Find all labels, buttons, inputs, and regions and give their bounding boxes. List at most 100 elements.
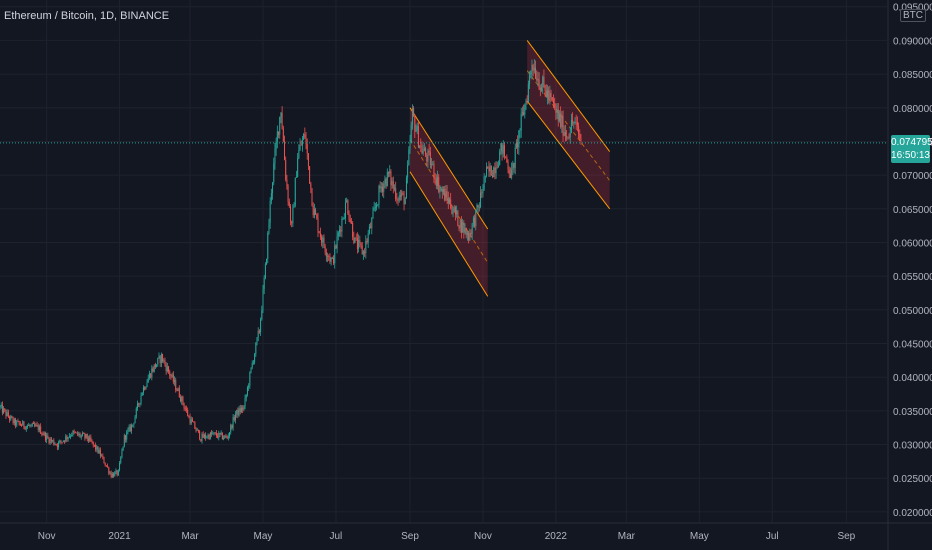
candle-body [321,236,323,243]
candle-body [58,442,60,448]
candle-body [15,419,17,426]
candle-body [213,432,215,434]
x-tick-label: Nov [474,531,492,542]
candle-body [545,90,547,98]
candle-body [168,366,170,372]
candle-body [539,89,541,91]
candle-body [486,167,488,176]
candle-body [203,434,205,438]
candle-body [189,416,191,424]
candle-body [111,473,113,478]
x-tick-label: May [254,531,273,542]
candle-body [104,463,106,466]
candle-body [462,222,464,233]
candle-body [409,141,411,150]
candle-body [421,146,423,154]
candle-body [171,374,173,377]
candle-body [472,217,474,224]
candle-body [221,432,223,440]
currency-tag[interactable]: BTC [900,9,926,22]
candle-body [527,84,529,102]
candle-body [573,121,575,124]
x-tick-label: 2022 [545,531,568,542]
candle-body [121,450,123,458]
y-tick-label: 0.030000 [893,441,932,452]
x-tick-label: Sep [837,531,855,542]
candle-body [561,115,563,128]
candle-body [185,408,187,411]
candle-body [62,440,64,442]
candle-body [434,178,436,179]
candle-body [144,387,146,390]
candle-body [246,387,248,395]
channel-lower-line [409,171,489,297]
candle-body [543,76,545,85]
candle-body [32,423,34,424]
candle-body [272,182,274,194]
candle-body [83,433,85,434]
candle-body [459,219,461,229]
candle-body [226,436,228,439]
candle-body [552,100,554,104]
candle-body [127,429,129,432]
candle-body [184,408,186,410]
candle-body [564,132,566,136]
candle-body [274,149,276,164]
candle-body [133,423,135,425]
symbol-title[interactable]: Ethereum / Bitcoin, 1D, BINANCE [4,10,170,22]
candle-body [500,143,502,152]
candle-body [529,74,531,85]
candle-body [17,421,19,422]
candle-body [361,245,363,255]
y-tick-label: 0.070000 [893,171,932,182]
candle-body [557,109,559,121]
y-tick-label: 0.080000 [893,104,932,115]
candle-body [103,457,105,464]
candle-body [16,421,18,426]
candle-body [233,417,235,421]
candle-body [53,440,55,445]
candle-body [293,205,295,208]
candle-body [256,337,258,343]
candle-body [68,436,70,438]
candle-body [275,141,277,150]
x-tick-label: May [690,531,709,542]
candle-body [7,412,9,417]
candle-body [541,87,543,91]
candle-body [401,192,403,197]
candle-body [101,455,103,457]
candle-body [556,109,558,113]
candle-body [11,416,13,418]
candle-body [566,135,568,138]
channel-mid-line [526,70,611,181]
candle-body [55,444,57,446]
y-tick-label: 0.040000 [893,373,932,384]
candle-body [524,104,526,115]
candle-body [84,433,86,438]
candle-body [251,362,253,368]
candle-body [359,240,361,243]
candle-body [508,169,510,174]
candle-body [99,449,101,457]
candle-body [294,177,296,206]
candle-body [108,467,110,474]
candle-body [370,226,372,229]
candle-body [388,171,390,174]
candle-body [52,440,54,442]
candle-body [128,426,130,430]
candle-body [371,218,373,229]
candle-body [224,435,226,439]
candle-body [229,432,231,437]
candle-body [187,410,189,417]
candle-body [129,426,131,431]
candle-body [432,163,434,165]
candle-body [34,423,36,427]
candle-body [22,421,24,426]
candle-body [109,472,111,474]
candle-body [495,167,497,174]
candle-body [364,251,366,254]
channel-fill [527,40,610,209]
candle-body [502,145,504,154]
candle-body [329,256,331,262]
